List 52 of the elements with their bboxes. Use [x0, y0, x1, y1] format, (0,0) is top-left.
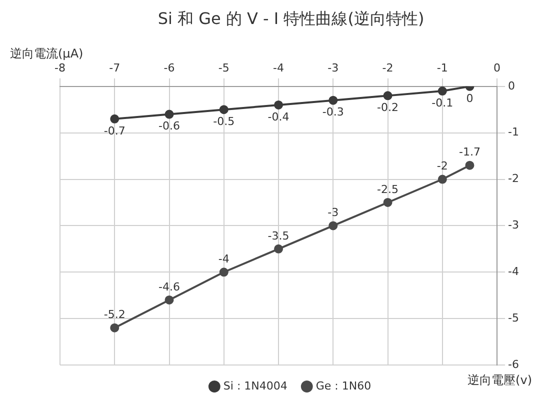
data-label: -0.1	[432, 96, 454, 110]
x-tick-label: -2	[382, 62, 394, 75]
data-label: -4.6	[158, 280, 180, 294]
y-axis-title: 逆向電流(μA)	[10, 46, 84, 61]
data-label: -0.7	[104, 124, 126, 138]
data-label: -2	[436, 160, 448, 173]
point	[383, 198, 392, 207]
x-axis-title: 逆向電壓(v)	[468, 373, 532, 388]
x-tick-label: -5	[218, 62, 230, 75]
data-label: -4	[218, 252, 230, 266]
y-tick-label: -4	[508, 264, 519, 278]
point	[438, 174, 447, 184]
data-label: -2.5	[377, 182, 399, 196]
point	[164, 295, 174, 304]
data-label: -0.6	[158, 120, 180, 133]
x-tick-label: -3	[328, 62, 339, 75]
point	[219, 268, 228, 277]
y-tick-label: -3	[508, 218, 519, 232]
x-tick-label: -4	[273, 62, 284, 75]
data-label: -1.7	[458, 146, 480, 159]
data-label: -3	[328, 206, 339, 220]
data-label: -0.5	[213, 114, 235, 128]
x-tick-label: -1	[436, 62, 448, 75]
x-tick-label: 0	[494, 62, 501, 75]
data-label: -5.2	[104, 308, 126, 322]
point	[164, 110, 174, 119]
x-tick-label: -8	[54, 62, 66, 75]
y-tick-label: 0	[508, 79, 516, 92]
point	[110, 323, 120, 332]
point	[465, 160, 474, 170]
x-tick-label: -7	[109, 62, 120, 75]
legend-label: Ge : 1N60	[316, 379, 372, 392]
data-label: 0	[466, 92, 474, 105]
data-label: -0.2	[377, 101, 399, 114]
point	[274, 100, 284, 110]
legend-label: Si : 1N4004	[223, 379, 288, 392]
data-label: -0.4	[268, 110, 290, 124]
point	[328, 96, 338, 105]
x-tick-label: -6	[164, 62, 175, 75]
y-tick-label: -6	[508, 358, 519, 371]
chart-title: Si 和 Ge 的 V - I 特性曲線(逆向特性)	[158, 8, 424, 28]
point	[219, 105, 228, 114]
point	[110, 114, 120, 124]
data-label: -3.5	[268, 229, 290, 242]
y-tick-label: -5	[508, 311, 519, 324]
point	[328, 221, 338, 230]
point	[438, 86, 447, 96]
y-tick-label: -1	[508, 126, 519, 139]
y-tick-label: -2	[508, 172, 519, 186]
point	[383, 91, 392, 100]
data-label: -0.3	[322, 106, 344, 119]
point	[274, 244, 284, 254]
